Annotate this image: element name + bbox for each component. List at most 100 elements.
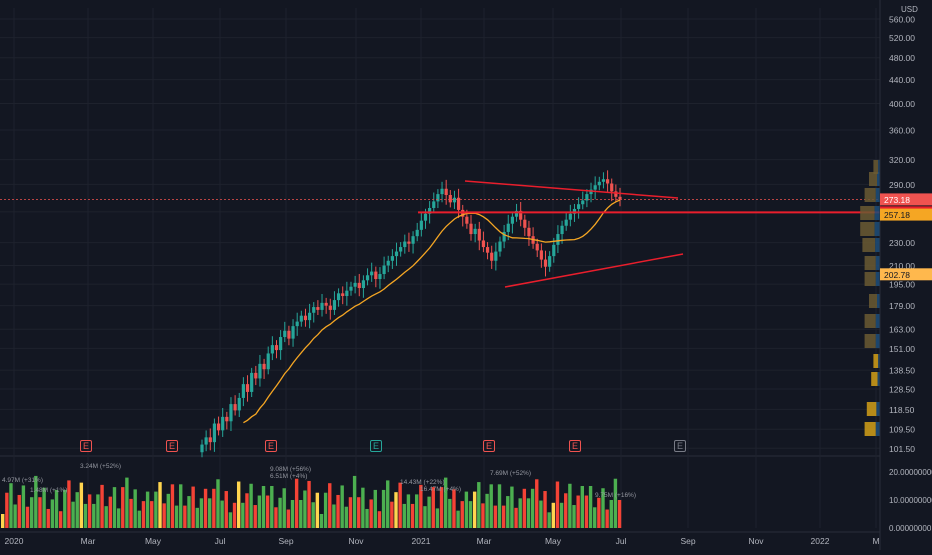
volume-bar [485,493,489,528]
volume-annotations: 3.24M (+52%) 9.08M (+56%)6.51M (+4%) 4.97M… [2,463,636,499]
volume-bar [265,495,270,528]
earnings-event-icon[interactable]: E [80,440,92,452]
ma-price-label: 257.18 [884,210,910,220]
price-tick: 128.50 [889,384,915,394]
candle-body [374,271,378,280]
volume-profile-bar [877,172,880,186]
candle-body [316,307,320,310]
candle-body [279,337,283,351]
volume-bar [121,487,125,528]
price-tick: 118.50 [889,405,915,415]
volume-profile [860,160,880,436]
volume-bar [323,492,328,528]
candle-body [299,315,303,322]
volume-bar [63,489,67,528]
volume-bar [129,498,133,528]
candle-body [506,223,510,232]
price-tick: 290.00 [889,180,915,190]
volume-bar [278,497,282,528]
candle-body [370,271,374,276]
volume-annotation: 16.47M (+4%) [420,486,461,493]
volume-bar [613,478,618,528]
volume-profile-bar [864,272,876,286]
candle-body [291,326,295,339]
candle-body [432,201,436,208]
volume-bar [419,484,423,528]
earnings-event-icon[interactable]: E [569,440,581,452]
earnings-event-icon[interactable]: E [370,440,382,452]
volume-bar [216,479,220,528]
price-tick: 230.00 [889,238,915,248]
volume-bar [257,495,262,528]
candle-body [229,404,233,422]
candle-body [614,191,618,197]
volume-profile-bar [864,422,876,436]
candle-body [552,244,556,257]
volume-profile-bar [878,354,880,368]
candle-body [436,194,440,202]
volume-bar [220,500,224,528]
candle-body [440,188,444,195]
volume-bar [17,494,21,528]
volume-profile-bar [877,372,880,386]
volume-profile-bar [875,272,880,286]
candle-body [245,384,250,392]
moving-average-line [243,199,621,424]
volume-bar [365,508,369,528]
earnings-event-icon[interactable]: E [166,440,178,452]
price-tick: 480.00 [889,53,915,63]
candle-body [610,183,614,192]
trend-drawings[interactable] [0,180,880,288]
volume-bar [25,506,30,528]
volume-profile-bar [875,334,880,348]
volume-bar [369,499,373,528]
volume-profile-bar [873,160,879,174]
volume-bar [232,502,237,528]
volume-bar [481,503,485,528]
candle-body [548,256,552,267]
volume-bar [228,512,233,528]
volume-tick: 10.00000000 [889,496,932,505]
volume-bar [191,486,195,528]
volume-bar [145,491,150,528]
volume-profile-bar [860,206,875,220]
volume-bar [348,497,353,528]
earnings-event-icon[interactable]: E [265,440,277,452]
volume-bar [5,492,9,528]
candle-body [390,256,394,261]
time-tick: Jul [616,536,627,546]
volume-bar [96,494,100,528]
candle-body [365,275,370,281]
candle-body [597,181,601,186]
candle-body [237,397,241,411]
price-tick: 440.00 [889,75,915,85]
candle-body [477,228,481,241]
volume-bar [236,481,241,528]
volume-bar [501,505,506,528]
candle-body [204,437,208,445]
volume-profile-bar [866,402,877,416]
time-tick: Sep [278,536,293,546]
candle-body [498,241,502,252]
candle-body [341,293,345,297]
volume-bar [183,505,187,528]
earnings-event-icon[interactable]: E [483,440,495,452]
volume-bar [559,502,564,528]
volume-bar [13,504,17,528]
volume-bar [38,497,42,528]
time-axis[interactable]: 2020 Mar May Jul Sep Nov 2021 Mar May Jul Sep Nov 20… [5,536,880,546]
time-tick: Jul [215,536,226,546]
volume-bar [34,475,38,528]
candle-body [336,293,341,301]
candle-body [212,423,217,443]
volume-profile-bar [875,238,880,252]
volume-bar [568,483,572,528]
earnings-event-icon[interactable]: E [674,440,686,452]
volume-bar [224,491,228,528]
volume-bar [551,502,556,528]
volume-bar [311,502,315,528]
volume-profile-bar [864,334,876,348]
volume-bar [431,487,435,528]
volume-profile-bar [864,256,876,270]
